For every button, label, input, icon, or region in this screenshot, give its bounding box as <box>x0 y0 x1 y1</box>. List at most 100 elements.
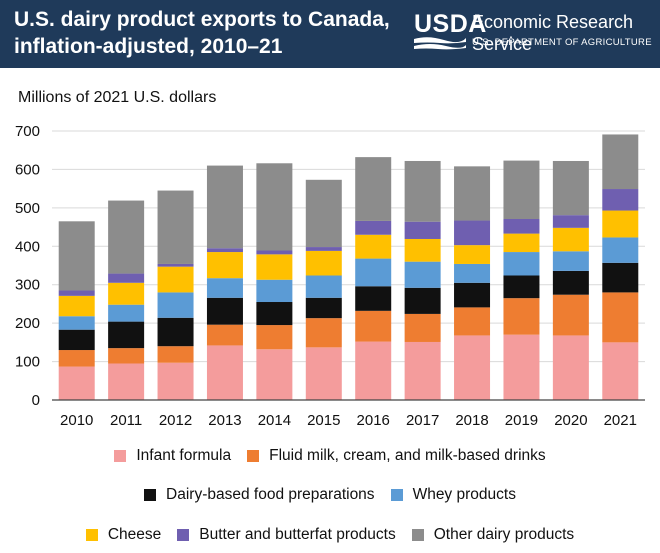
bar-segment <box>256 302 293 326</box>
bar-segment <box>552 251 589 271</box>
bar-segment <box>454 307 491 336</box>
bar-segment <box>305 250 342 276</box>
x-tick-label: 2017 <box>406 412 439 429</box>
x-tick-label: 2012 <box>159 412 192 429</box>
y-tick-label: 0 <box>32 392 40 409</box>
bar-segment <box>206 252 243 279</box>
usda-swoosh-icon <box>414 37 466 50</box>
legend-swatch <box>177 529 190 541</box>
bar-segment <box>256 349 293 400</box>
bar-segment <box>108 273 145 283</box>
bar-segment <box>206 345 243 400</box>
bar-segment <box>404 261 441 288</box>
bar-segment <box>108 348 145 364</box>
bar-segment <box>552 227 589 252</box>
x-tick-label: 2018 <box>455 412 488 429</box>
bar-segment <box>404 238 441 262</box>
bar-segment <box>58 329 95 351</box>
x-tick-label: 2013 <box>208 412 241 429</box>
bar-segment <box>602 262 639 293</box>
bar-segment <box>454 220 491 246</box>
legend-item-infant-formula: Infant formula <box>114 447 231 465</box>
legend-label: Cheese <box>107 526 162 543</box>
agency-name: Economic Research Service <box>472 12 634 54</box>
bar-segment <box>404 160 441 222</box>
bar-segment <box>256 325 293 350</box>
legend-swatch <box>247 450 260 462</box>
x-tick-label: 2014 <box>258 412 291 429</box>
y-tick-label: 700 <box>15 123 40 140</box>
bar-segment <box>602 134 639 190</box>
legend-swatch <box>114 450 127 462</box>
bar-segment <box>256 254 293 280</box>
bar-segment <box>503 252 540 276</box>
bar-segment <box>305 297 342 319</box>
bar-segment <box>206 165 243 249</box>
legend-swatch <box>411 529 424 541</box>
bar-segment <box>355 341 392 400</box>
bar-segment <box>305 247 342 251</box>
bar-segment <box>256 279 293 303</box>
bar-segment <box>404 221 441 239</box>
legend-swatch <box>390 489 403 501</box>
legend-label: Other dairy products <box>433 526 575 543</box>
y-tick-label: 300 <box>15 277 40 294</box>
bar-segment <box>305 179 342 248</box>
x-tick-label: 2016 <box>357 412 390 429</box>
bar-segment <box>355 234 392 259</box>
legend-item-whey-products: Whey products <box>390 486 516 504</box>
bar-segment <box>157 362 194 400</box>
bar-segment <box>404 341 441 400</box>
bar-segment <box>305 318 342 348</box>
bar-segment <box>552 294 589 336</box>
bar-segment <box>454 282 491 308</box>
legend-item-fluid-milk: Fluid milk, cream, and milk-based drinks <box>247 447 546 465</box>
bar-segment <box>602 292 639 343</box>
y-tick-label: 200 <box>15 315 40 332</box>
legend-label: Dairy-based food preparations <box>166 486 375 503</box>
bar-segment <box>256 250 293 255</box>
bar-segment <box>157 266 194 293</box>
bar-segment <box>206 278 243 298</box>
bar-segment <box>58 295 95 317</box>
bar-segment <box>602 342 639 400</box>
x-tick-label: 2019 <box>505 412 538 429</box>
bar-segment <box>404 287 441 314</box>
bar-segment <box>355 157 392 221</box>
y-axis-title: Millions of 2021 U.S. dollars <box>18 89 217 106</box>
bar-segment <box>58 290 95 296</box>
legend-item-butter: Butter and butterfat products <box>177 526 396 544</box>
bar-segment <box>503 275 540 299</box>
title-line-2: inflation-adjusted, 2010–21 <box>14 35 283 58</box>
bar-segment <box>206 297 243 325</box>
legend-row-1: Infant formula Fluid milk, cream, and mi… <box>0 447 660 465</box>
x-tick-label: 2021 <box>604 412 637 429</box>
bar-segment <box>58 316 95 330</box>
bar-segment <box>108 304 145 322</box>
bar-segment <box>206 248 243 253</box>
bar-segment <box>503 298 540 335</box>
stacked-bar-chart: 0 100 200 300 400 500 600 700 2010 2011 2012 2013 20… <box>15 123 645 429</box>
legend-label: Fluid milk, cream, and milk-based drinks <box>269 447 546 464</box>
legend-label: Butter and butterfat products <box>199 526 396 543</box>
legend-swatch <box>85 529 98 541</box>
usda-logo: USDA <box>414 10 487 38</box>
bar-segment <box>108 321 145 349</box>
bar-segment <box>305 275 342 298</box>
department-name: U.S. DEPARTMENT OF AGRICULTURE <box>472 37 652 48</box>
bar-segment <box>454 166 491 221</box>
bar-segment <box>157 317 194 347</box>
legend-row-3: Cheese Butter and butterfat products Oth… <box>0 526 660 544</box>
bar-segment <box>454 335 491 400</box>
bar-segment <box>108 363 145 400</box>
bar-segment <box>454 263 491 283</box>
bar-segment <box>157 263 194 267</box>
x-tick-label: 2015 <box>307 412 340 429</box>
bar-segment <box>404 313 441 342</box>
chart-title: U.S. dairy product exports to Canada, in… <box>14 6 404 60</box>
y-tick-label: 400 <box>15 238 40 255</box>
bar-segment <box>305 347 342 400</box>
legend-item-cheese: Cheese <box>85 526 162 544</box>
bar-segment <box>503 233 540 253</box>
title-line-1: U.S. dairy product exports to Canada, <box>14 8 390 31</box>
